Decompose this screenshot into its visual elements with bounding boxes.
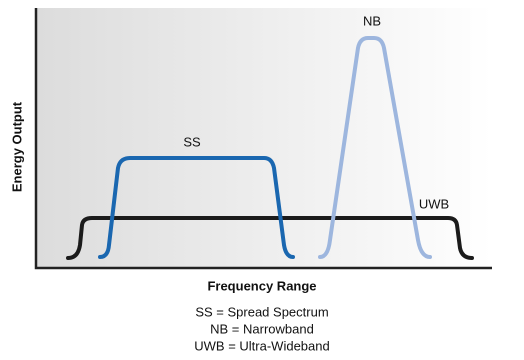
- legend-line: UWB = Ultra-Wideband: [194, 338, 329, 353]
- ss-label: SS: [183, 134, 201, 149]
- x-axis-label: Frequency Range: [207, 278, 316, 293]
- y-axis-label: Energy Output: [9, 101, 24, 192]
- nb-curve: [318, 36, 432, 259]
- axes: [34, 8, 492, 270]
- uwb-label: UWB: [419, 196, 449, 211]
- nb-label: NB: [363, 13, 381, 28]
- ss-curve: [98, 156, 295, 259]
- legend-line: NB = Narrowband: [210, 321, 314, 336]
- legend-line: SS = Spread Spectrum: [195, 304, 328, 319]
- plot-background: [36, 8, 492, 268]
- uwb-curve: [66, 216, 474, 260]
